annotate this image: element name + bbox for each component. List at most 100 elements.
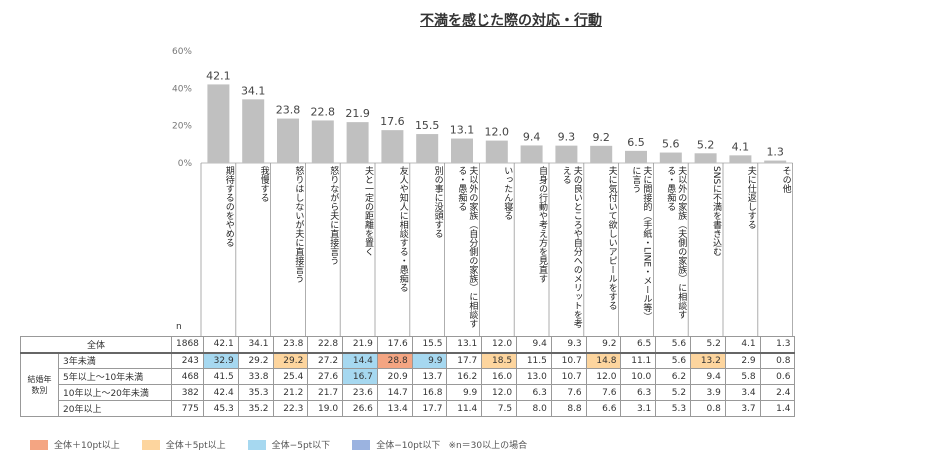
legend-label: 全体＋10pt以上 [54, 441, 120, 451]
legend-item: 全体−5pt以下 [247, 438, 330, 451]
value-cell: 11.5 [516, 352, 552, 369]
value-cell: 2.4 [759, 384, 796, 401]
value-cell: 13.2 [690, 352, 726, 369]
bar [346, 122, 369, 163]
legend-swatch [352, 439, 371, 450]
value-cell: 25.4 [272, 368, 309, 385]
value-cell: 19.0 [307, 400, 344, 417]
value-cell: 7.6 [585, 384, 622, 401]
row-label: 3年未満 [58, 352, 172, 369]
value-cell: 9.9 [446, 384, 483, 401]
bar-value-label: 12.0 [485, 126, 510, 139]
value-cell: 10.7 [550, 368, 587, 385]
value-cell: 9.2 [585, 336, 622, 353]
value-cell: 10.7 [550, 352, 587, 369]
bar-value-label: 5.6 [662, 138, 680, 151]
value-cell: 1.3 [759, 336, 796, 353]
value-cell: 23.6 [342, 384, 378, 401]
footnote: ※n＝30以上の場合 [448, 441, 528, 451]
value-cell: 5.2 [690, 336, 726, 353]
value-cell: 22.3 [272, 400, 309, 417]
legend-item: 全体＋10pt以上 [30, 438, 120, 451]
value-cell: 35.2 [237, 400, 274, 417]
category-label: 怒りはしないが夫に直接言う [293, 166, 304, 283]
bar-value-label: 17.6 [380, 115, 405, 128]
value-cell: 6.3 [620, 384, 657, 401]
value-cell: 10.0 [620, 368, 657, 385]
value-cell: 21.2 [272, 384, 309, 401]
bar-value-label: 9.4 [523, 130, 541, 143]
value-cell: 12.0 [481, 336, 518, 353]
legend-swatch [141, 439, 160, 450]
category-label: 夫と一定の距離を置く [362, 166, 373, 256]
legend-item: 全体−10pt以下 [352, 438, 440, 451]
value-cell: 17.6 [376, 336, 413, 353]
value-cell: 12.0 [481, 384, 518, 401]
bar-value-label: 34.1 [241, 84, 266, 97]
value-cell: 27.2 [307, 352, 344, 369]
value-cell: 28.8 [376, 352, 413, 369]
legend: 全体＋10pt以上 全体＋5pt以上 全体−5pt以下 全体−10pt以下 ※n＝30以… [30, 438, 527, 451]
value-cell: 29.2 [237, 352, 274, 369]
bar-value-label: 21.9 [345, 107, 370, 120]
bar-value-label: 4.1 [732, 140, 750, 153]
row-label: 10年以上～20年未満 [58, 384, 172, 401]
value-cell: 5.6 [655, 352, 692, 369]
value-cell: 5.3 [655, 400, 692, 417]
value-cell: 13.4 [376, 400, 413, 417]
n-cell: 775 [171, 400, 204, 417]
table-row: 全体 1868 42.1 34.1 23.8 22.8 21.9 17.6 15.5 13.1 12… [20, 336, 796, 353]
group-label: 結婚年数別 [20, 352, 59, 417]
value-cell: 13.1 [446, 336, 483, 353]
value-cell: 41.5 [202, 368, 239, 385]
category-label: 期待するのをやめる [223, 166, 234, 247]
table-row: 結婚年数別 3年未満 243 32.9 29.2 29.2 27.2 14.4 28.8 9.9 1… [20, 352, 796, 417]
bar [590, 145, 613, 163]
bar [485, 140, 508, 163]
legend-item: 全体＋5pt以上 [141, 438, 226, 451]
value-cell: 32.9 [202, 352, 239, 369]
value-cell: 17.7 [411, 400, 448, 417]
value-cell: 6.3 [516, 384, 552, 401]
value-cell: 16.7 [342, 368, 378, 385]
value-cell: 27.6 [307, 368, 344, 385]
value-cell: 5.8 [724, 368, 761, 385]
category-label: 夫以外の家族（自分側の家族）に相談する・愚痴る [456, 166, 478, 328]
value-cell: 1.4 [759, 400, 796, 417]
value-cell: 5.2 [655, 384, 692, 401]
data-table: 全体 1868 42.1 34.1 23.8 22.8 21.9 17.6 15.5 13.1 12… [20, 336, 796, 417]
value-cell: 8.8 [550, 400, 587, 417]
category-label: 我慢する [258, 166, 269, 202]
value-cell: 21.7 [307, 384, 344, 401]
value-cell: 0.6 [759, 368, 796, 385]
bar-value-label: 5.2 [697, 138, 715, 151]
value-cell: 6.6 [585, 400, 622, 417]
value-cell: 6.2 [655, 368, 692, 385]
bar-value-label: 23.8 [276, 104, 301, 117]
value-cell: 15.5 [411, 336, 448, 353]
value-cell: 7.5 [481, 400, 518, 417]
value-cell: 3.4 [724, 384, 761, 401]
bar [277, 118, 299, 163]
bar-value-label: 42.1 [206, 69, 231, 82]
bar [381, 130, 404, 163]
value-cell: 6.5 [620, 336, 657, 353]
bar [625, 150, 647, 163]
legend-swatch [247, 439, 266, 450]
category-label: いったん寝る [502, 166, 513, 220]
bar [659, 152, 682, 163]
value-cell: 4.1 [724, 336, 761, 353]
value-cell: 45.3 [202, 400, 239, 417]
bar [694, 153, 717, 163]
category-label: 夫に気付いて欲しいアピールをする [606, 166, 617, 310]
value-cell: 9.4 [690, 368, 726, 385]
value-cell: 0.8 [759, 352, 796, 369]
table-row: 10年以上～20年未満 382 42.4 35.3 21.2 21.7 23.6 14.7 16… [21, 384, 796, 401]
bar-value-label: 9.3 [558, 131, 576, 144]
bar [311, 120, 334, 163]
bar [242, 99, 265, 163]
category-label: 夫に仕返しする [745, 166, 756, 229]
chart-title: 不満を感じた際の対応・行動 [420, 13, 602, 29]
bar [764, 160, 787, 163]
n-cell: 1868 [171, 336, 204, 353]
